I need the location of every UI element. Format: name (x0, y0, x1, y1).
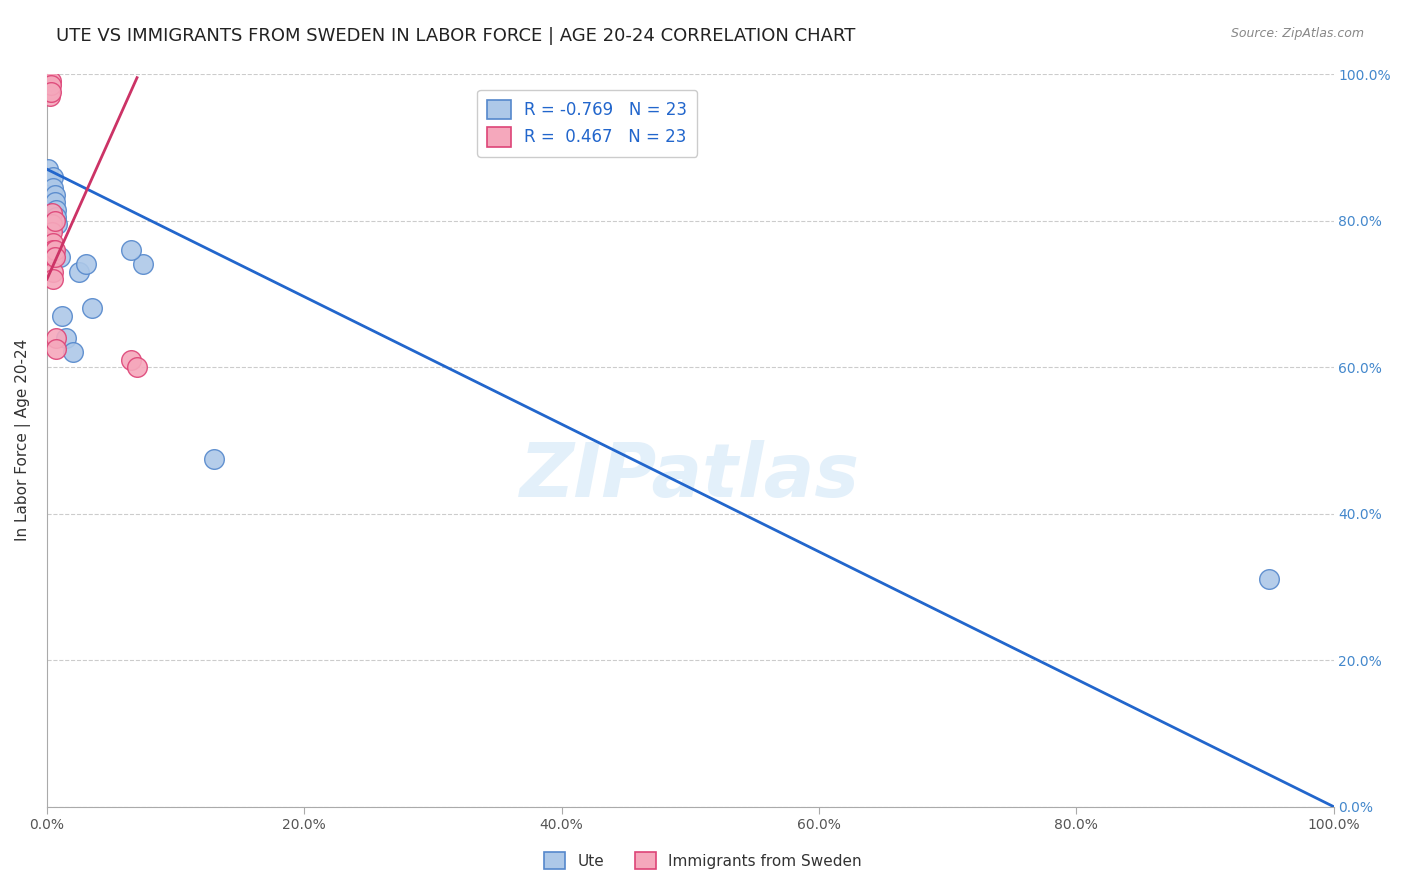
Point (45, 331, 67, 345)
Point (42, 272, 65, 286)
Point (44, 243, 66, 257)
Point (44, 250, 66, 264)
Point (38, 86, 60, 100)
Text: UTE VS IMMIGRANTS FROM SWEDEN IN LABOR FORCE | AGE 20-24 CORRELATION CHART: UTE VS IMMIGRANTS FROM SWEDEN IN LABOR F… (56, 27, 856, 45)
Point (125, 359, 148, 374)
Point (80, 301, 103, 316)
Point (39, 192, 62, 206)
Point (41, 199, 63, 213)
Point (1258, 573, 1281, 587)
Legend: Ute, Immigrants from Sweden: Ute, Immigrants from Sweden (538, 846, 868, 875)
Point (39, 74, 62, 88)
Point (45, 342, 67, 356)
Point (42, 180, 65, 194)
Point (39, 86, 62, 100)
Point (38, 81, 60, 95)
Point (202, 451, 225, 466)
Point (44, 187, 66, 202)
Point (45, 202, 67, 217)
Point (45, 210, 67, 224)
Point (37, 74, 59, 88)
Point (39, 184, 62, 198)
Point (37, 162, 59, 177)
Legend: R = -0.769   N = 23, R =  0.467   N = 23: R = -0.769 N = 23, R = 0.467 N = 23 (478, 90, 697, 156)
Point (38, 173, 60, 187)
Point (37, 78, 59, 92)
Point (51, 309, 73, 323)
Point (41, 225, 63, 239)
Point (120, 352, 142, 367)
Point (55, 331, 77, 345)
Point (44, 213, 66, 227)
Point (41, 217, 63, 231)
Text: Source: ZipAtlas.com: Source: ZipAtlas.com (1230, 27, 1364, 40)
Point (46, 217, 69, 231)
Point (67, 265, 90, 279)
Point (42, 235, 65, 250)
Point (38, 89, 60, 103)
Point (62, 345, 84, 359)
Text: ZIPatlas: ZIPatlas (520, 441, 860, 514)
Point (42, 250, 65, 264)
Point (44, 195, 66, 210)
Point (120, 243, 142, 257)
Point (132, 258, 155, 272)
Point (39, 78, 62, 92)
Point (75, 258, 97, 272)
Point (42, 265, 65, 279)
Point (49, 250, 72, 264)
Point (41, 206, 63, 220)
Y-axis label: In Labor Force | Age 20-24: In Labor Force | Age 20-24 (15, 339, 31, 541)
Point (42, 243, 65, 257)
Point (42, 169, 65, 184)
